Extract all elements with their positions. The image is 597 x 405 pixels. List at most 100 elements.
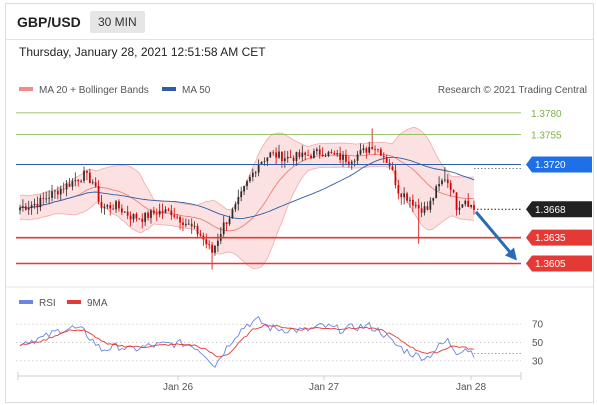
timestamp: Thursday, January 28, 2021 12:51:58 AM C… <box>19 45 266 59</box>
candle-body <box>371 147 374 149</box>
candle-body <box>441 180 443 184</box>
candle-body <box>380 149 382 156</box>
bollinger-band-fill <box>20 127 474 269</box>
candle-body <box>412 199 414 206</box>
candle-body <box>42 197 45 199</box>
candle-body <box>470 204 472 207</box>
candle-body <box>458 207 461 210</box>
chart-header: GBP/USD 30 MIN <box>6 4 593 38</box>
price-panel: 1.3780 1.3755 1.3720 1.3668 1.3635 1.3605 <box>16 109 592 272</box>
candle-body <box>138 218 141 220</box>
candle-body <box>397 185 400 194</box>
candle-body <box>455 192 458 210</box>
candle-body <box>97 186 100 202</box>
candle-body <box>150 210 152 218</box>
candle-body <box>155 213 158 215</box>
candle-body <box>394 170 397 186</box>
candle-body <box>86 170 88 173</box>
candle-body <box>167 209 170 211</box>
candle-body <box>22 206 24 208</box>
candle-body <box>30 205 33 208</box>
candle-body <box>144 212 147 222</box>
credit-label: Research © 2021 Trading Central <box>438 85 587 96</box>
candle-body <box>190 223 193 227</box>
candle-body <box>444 179 446 181</box>
candle-body <box>382 155 385 158</box>
candle-body <box>45 198 48 200</box>
candle-body <box>417 204 420 209</box>
candle-body <box>62 188 65 190</box>
candle-body <box>91 182 94 184</box>
candle-body <box>214 245 216 253</box>
candle-body <box>27 207 30 210</box>
candle-body <box>100 201 103 209</box>
candle-body <box>129 215 132 220</box>
candle-body <box>260 162 263 165</box>
timeframe-badge[interactable]: 30 MIN <box>90 11 145 33</box>
candle-body <box>275 152 277 158</box>
candle-body <box>307 155 309 156</box>
candle-body <box>237 197 240 205</box>
price-tag-bg <box>526 255 592 272</box>
candle-body <box>170 210 173 216</box>
candle-body <box>196 225 199 235</box>
candle-body <box>400 193 403 198</box>
candle-body <box>426 206 429 210</box>
candle-body <box>257 164 260 173</box>
ma50-legend-swatch <box>162 87 176 91</box>
candle-body <box>19 207 21 211</box>
candle-body <box>461 204 464 208</box>
price-tag-label: 1.3605 <box>535 259 566 270</box>
candle-body <box>173 215 176 217</box>
candle-body <box>327 151 330 156</box>
candle-body <box>185 223 187 226</box>
rsi-ma-line <box>19 323 475 358</box>
candle-body <box>333 152 336 155</box>
x-tick-label: Jan 26 <box>163 382 193 393</box>
candle-body <box>118 201 120 209</box>
price-tag-support: 1.3605 <box>526 255 592 272</box>
ma20-legend-label: MA 20 + Bollinger Bands <box>39 85 149 96</box>
candle-body <box>80 180 82 182</box>
candle-body <box>423 206 426 213</box>
candle-body <box>409 199 411 201</box>
candle-body <box>449 183 452 191</box>
candle-body <box>301 152 304 157</box>
price-tag-current: 1.3668 <box>526 201 592 218</box>
candle-body <box>211 244 213 253</box>
candle-body <box>135 214 138 219</box>
ma50-line <box>19 156 475 220</box>
price-tag-bg <box>526 229 592 246</box>
candle-body <box>330 151 333 153</box>
rsi-legend-label: RSI <box>39 298 56 309</box>
candle-body <box>228 218 231 224</box>
candle-body <box>353 160 356 162</box>
candle-body <box>225 222 228 224</box>
candle-body <box>374 148 376 150</box>
candle-body <box>249 176 251 182</box>
candle-body <box>414 204 417 206</box>
candle-body <box>141 218 144 222</box>
price-tag-ma50: 1.3720 <box>526 156 592 173</box>
rsi-tick-label: 70 <box>532 320 544 331</box>
rsi-legend-swatch <box>19 300 33 304</box>
candle-body <box>132 214 135 220</box>
candle-body <box>286 156 289 159</box>
candle-body <box>71 181 74 187</box>
candle-body <box>435 186 438 199</box>
candle-body <box>179 216 181 223</box>
candle-body <box>272 152 275 154</box>
ma50-legend-label: MA 50 <box>182 85 211 96</box>
price-tag-label: 1.3635 <box>535 233 566 244</box>
candle-body <box>281 151 283 162</box>
x-tick-label: Jan 28 <box>456 382 486 393</box>
candle-body <box>467 200 470 207</box>
candle-body <box>243 186 245 192</box>
candle-body <box>48 197 50 199</box>
price-label-resistance: 1.3755 <box>531 130 562 141</box>
candle-body <box>359 150 362 155</box>
candle-body <box>339 153 342 160</box>
price-tag-bg <box>526 201 592 218</box>
candle-body <box>342 154 344 160</box>
currency-pair-title: GBP/USD <box>17 14 81 30</box>
